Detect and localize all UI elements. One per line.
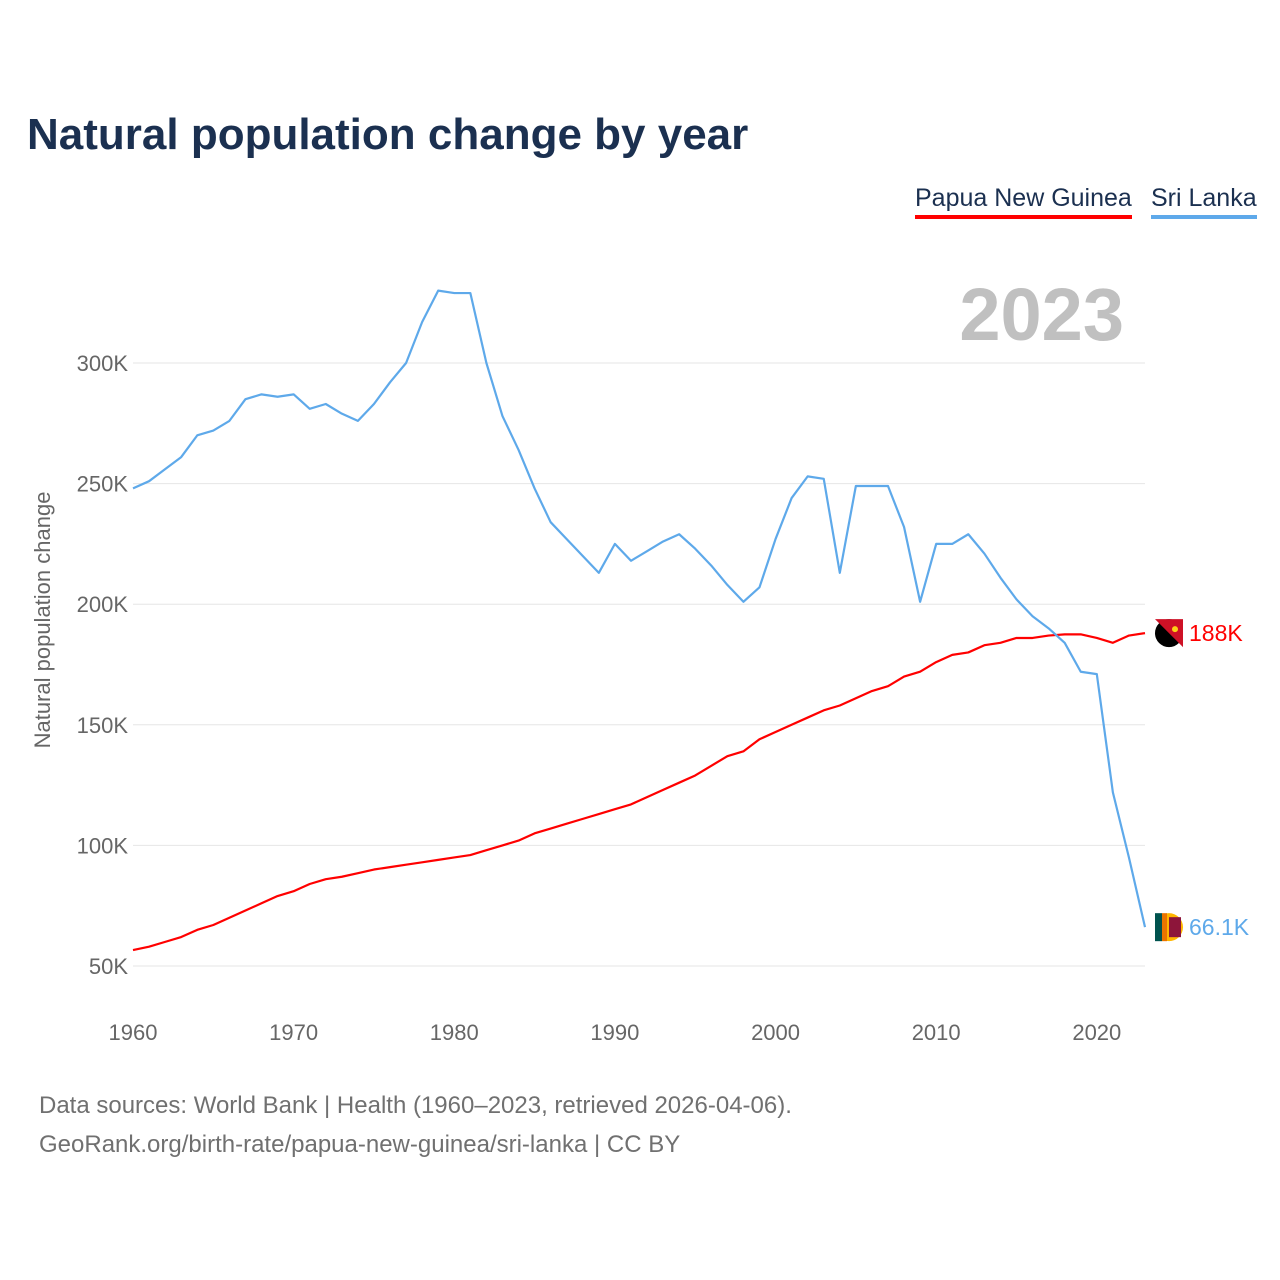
x-tick-label: 2020 [1072,1020,1121,1045]
x-tick-label: 2010 [912,1020,961,1045]
series-line-papua-new-guinea [132,632,1146,952]
x-tick-label: 1960 [109,1020,158,1045]
flag-green-band [1155,913,1162,942]
chart-title: Natural population change by year [27,110,749,159]
source-link[interactable]: GeoRank.org/birth-rate/papua-new-guinea/… [39,1131,681,1158]
series-line-sri-lanka [132,289,1147,928]
flag-bird [1172,626,1178,633]
flag-maroon-field [1169,917,1181,938]
y-tick-label: 100K [77,833,129,858]
year-label: 2023 [959,273,1124,356]
y-tick-label: 250K [77,472,129,497]
y-axis-label: Natural population change [30,492,55,749]
x-tick-label: 1990 [590,1020,639,1045]
y-tick-label: 150K [77,713,129,738]
flag-orange-band [1162,913,1167,942]
y-tick-label: 50K [89,954,128,979]
x-tick-label: 1970 [269,1020,318,1045]
y-tick-label: 200K [77,592,129,617]
end-value-label: 66.1K [1189,914,1250,940]
x-tick-label: 2000 [751,1020,800,1045]
legend-item-papua-new-guinea[interactable]: Papua New Guinea [915,184,1132,219]
legend-item-sri-lanka[interactable]: Sri Lanka [1151,184,1257,219]
y-tick-label: 300K [77,351,129,376]
flag-red-half [1155,619,1183,648]
source-note: Data sources: World Bank | Health (1960–… [39,1092,792,1119]
footer: Data sources: World Bank | Health (1960–… [39,1086,792,1164]
x-tick-label: 1980 [430,1020,479,1045]
end-value-label: 188K [1189,620,1243,646]
